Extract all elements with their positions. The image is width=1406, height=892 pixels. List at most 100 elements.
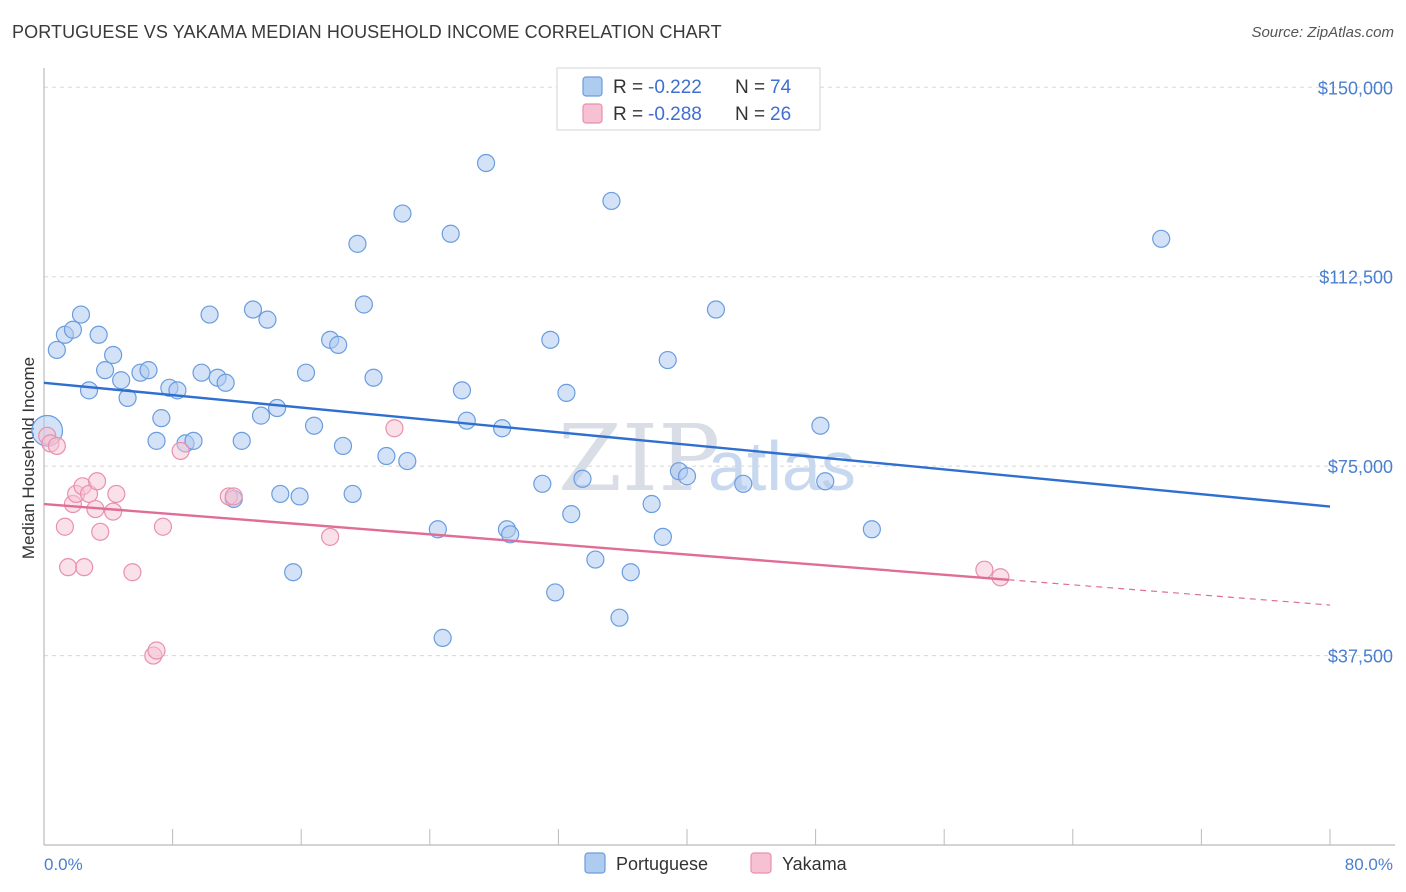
trend-lines (43, 381, 1331, 606)
portuguese-point-12 (139, 361, 158, 380)
portuguese-point-56 (557, 383, 576, 402)
portuguese-point-33 (304, 416, 324, 435)
yakama-point-21 (224, 487, 243, 506)
legend-r-label-portuguese: R = (613, 77, 643, 98)
yakama-point-13 (104, 502, 123, 521)
x-tick-labels: 0.0% 80.0% (44, 855, 1393, 874)
y-tick-label-0: $37,500 (1328, 647, 1393, 667)
yakama-point-23 (385, 419, 404, 438)
yakama-point-3 (55, 517, 74, 536)
legend-swatch-portuguese (582, 76, 603, 97)
portuguese-point-59 (586, 550, 605, 569)
portuguese-point-3 (63, 320, 83, 339)
portuguese-point-67 (677, 467, 697, 486)
portuguese-point-71 (816, 472, 835, 491)
portuguese-point-7 (95, 361, 115, 380)
portuguese-point-27 (258, 310, 277, 329)
portuguese-point-35 (329, 335, 348, 354)
portuguese-point-36 (333, 436, 353, 456)
legend: R = -0.222 N = 74 R = -0.288 N = 26 (556, 67, 821, 131)
portuguese-point-53 (533, 474, 552, 493)
gridlines (44, 86, 1395, 657)
legend-r-value-yakama: -0.288 (648, 104, 702, 125)
legend-n-value-portuguese: 74 (770, 77, 792, 98)
portuguese-point-6 (89, 325, 108, 344)
legend-n-label-yakama: N = (735, 104, 765, 125)
portuguese-point-65 (658, 350, 677, 370)
portuguese-point-52 (501, 525, 520, 544)
legend-n-label-portuguese: N = (735, 77, 765, 98)
legend-swatch-yakama (582, 103, 603, 124)
portuguese-point-64 (653, 527, 672, 546)
chart-title: PORTUGUESE VS YAKAMA MEDIAN HOUSEHOLD IN… (12, 22, 722, 42)
yakama-trend-line (43, 502, 1009, 581)
portuguese-point-38 (348, 234, 367, 253)
portuguese-point-46 (441, 224, 460, 243)
y-tick-labels: $37,500 $75,000 $112,500 $150,000 (1318, 78, 1393, 666)
portuguese-point-73 (1152, 229, 1171, 248)
yakama-point-25 (991, 568, 1010, 587)
portuguese-point-20 (200, 305, 219, 324)
portuguese-point-55 (546, 583, 565, 602)
yakama-point-22 (321, 527, 340, 546)
yakama-point-18 (153, 517, 173, 536)
y-axis-label: Median Household Income (19, 357, 38, 559)
portuguese-point-8 (104, 345, 123, 365)
y-tick-label-2: $112,500 (1319, 268, 1393, 288)
portuguese-point-70 (811, 416, 830, 435)
bottom-legend-label-yakama: Yakama (782, 854, 848, 874)
portuguese-point-63 (642, 494, 661, 514)
legend-r-label-yakama: R = (613, 104, 643, 125)
yakama-point-4 (59, 558, 78, 577)
portuguese-point-29 (271, 484, 290, 504)
portuguese-point-39 (354, 295, 373, 314)
portuguese-point-32 (296, 363, 316, 382)
yakama-point-11 (87, 472, 107, 491)
portuguese-point-48 (457, 411, 476, 430)
x-tick-label-1: 80.0% (1345, 855, 1393, 874)
portuguese-point-43 (398, 451, 417, 471)
bottom-legend-swatch-yakama (750, 852, 772, 874)
portuguese-point-49 (476, 153, 496, 173)
portuguese-point-28 (267, 398, 287, 418)
portuguese-point-61 (610, 608, 629, 627)
watermark-atlas: atlas (708, 427, 856, 505)
portuguese-point-68 (706, 300, 726, 319)
portuguese-point-42 (393, 204, 412, 223)
yakama-points (38, 419, 1010, 665)
portuguese-point-60 (602, 191, 621, 211)
portuguese-point-9 (112, 371, 131, 390)
portuguese-point-30 (284, 563, 303, 582)
bottom-legend-label-portuguese: Portuguese (616, 854, 708, 874)
portuguese-point-47 (452, 381, 472, 400)
yakama-point-2 (47, 436, 66, 456)
portuguese-point-40 (364, 368, 383, 387)
portuguese-point-19 (192, 363, 211, 382)
yakama-point-8 (75, 558, 94, 577)
portuguese-point-24 (232, 431, 251, 450)
portuguese-point-10 (118, 388, 137, 408)
y-tick-label-3: $150,000 (1318, 78, 1393, 98)
yakama-point-19 (171, 441, 190, 461)
watermark-zip: ZIP (558, 405, 720, 512)
portuguese-points (31, 153, 1171, 647)
portuguese-point-4 (71, 305, 91, 324)
x-tick-label-0: 0.0% (44, 855, 83, 874)
yakama-point-17 (147, 641, 166, 660)
portuguese-point-62 (621, 563, 640, 582)
yakama-trend-line-extension (1008, 579, 1331, 606)
source-credit: Source: ZipAtlas.com (1251, 24, 1394, 41)
portuguese-point-25 (243, 300, 263, 319)
portuguese-point-13 (147, 431, 166, 450)
portuguese-point-72 (862, 520, 881, 539)
portuguese-point-31 (290, 487, 309, 506)
legend-n-value-yakama: 26 (770, 104, 791, 125)
portuguese-point-14 (152, 409, 171, 428)
portuguese-trend-line (43, 381, 1331, 508)
portuguese-point-41 (377, 446, 396, 466)
portuguese-point-58 (573, 469, 592, 488)
portuguese-point-69 (734, 474, 753, 493)
legend-r-value-portuguese: -0.222 (648, 77, 702, 98)
portuguese-point-26 (251, 406, 271, 425)
yakama-point-24 (975, 560, 994, 579)
